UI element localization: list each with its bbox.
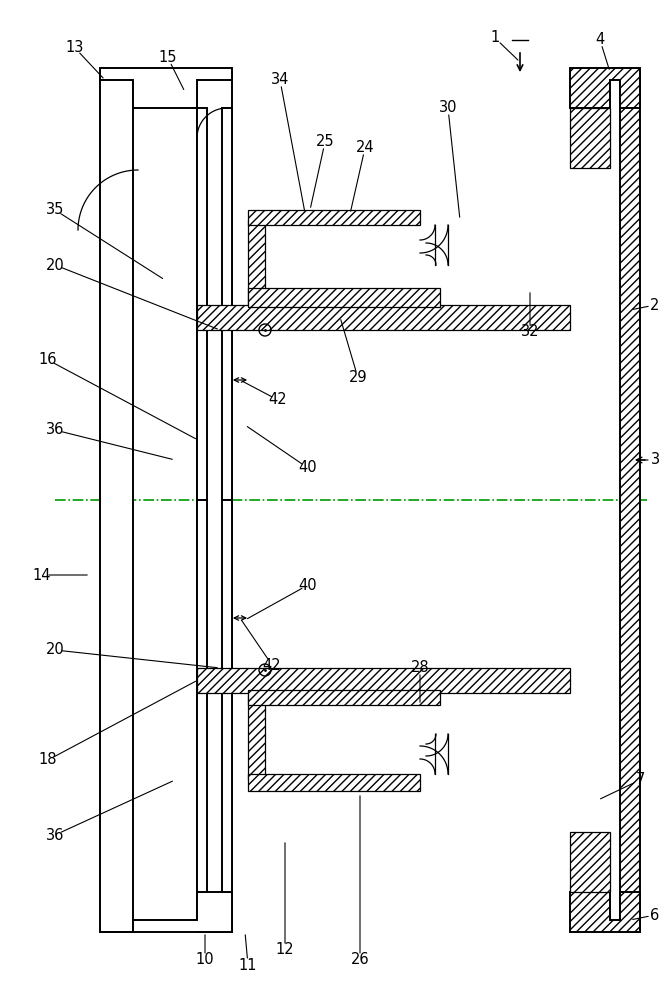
- Polygon shape: [570, 108, 610, 168]
- Text: 16: 16: [39, 353, 57, 367]
- Bar: [197, 500, 207, 892]
- Polygon shape: [248, 695, 265, 780]
- Text: 12: 12: [275, 942, 294, 958]
- Polygon shape: [570, 832, 610, 892]
- Text: 32: 32: [521, 324, 539, 340]
- Text: 40: 40: [299, 460, 317, 476]
- Text: 34: 34: [271, 73, 289, 88]
- Text: 4: 4: [596, 32, 604, 47]
- Polygon shape: [248, 220, 265, 305]
- Text: 14: 14: [33, 568, 51, 582]
- Text: 15: 15: [159, 50, 177, 66]
- Bar: [197, 73, 232, 932]
- Text: 18: 18: [39, 752, 57, 768]
- Polygon shape: [100, 68, 232, 108]
- Text: 13: 13: [66, 40, 84, 55]
- Text: 29: 29: [349, 370, 368, 385]
- Text: 42: 42: [263, 658, 281, 672]
- Text: 42: 42: [269, 392, 287, 408]
- Text: 35: 35: [46, 202, 64, 218]
- Polygon shape: [248, 774, 420, 791]
- Text: 10: 10: [195, 952, 214, 968]
- Bar: [197, 108, 207, 500]
- Polygon shape: [570, 68, 640, 108]
- Polygon shape: [248, 690, 440, 705]
- Bar: [100, 73, 133, 932]
- Text: 26: 26: [351, 952, 370, 968]
- Text: 36: 36: [46, 828, 64, 842]
- Bar: [620, 73, 640, 932]
- Text: 40: 40: [299, 578, 317, 592]
- Text: 6: 6: [650, 908, 660, 922]
- Text: 7: 7: [635, 772, 645, 788]
- Text: 20: 20: [45, 257, 65, 272]
- Polygon shape: [197, 305, 570, 330]
- Polygon shape: [570, 892, 640, 932]
- Text: 28: 28: [411, 660, 430, 676]
- Bar: [222, 500, 232, 892]
- Polygon shape: [248, 210, 420, 225]
- Text: 20: 20: [45, 643, 65, 658]
- Polygon shape: [248, 288, 440, 307]
- Polygon shape: [197, 668, 570, 693]
- Polygon shape: [100, 892, 232, 932]
- Text: 11: 11: [239, 958, 257, 972]
- Text: 30: 30: [439, 101, 458, 115]
- Bar: [222, 108, 232, 500]
- Text: 25: 25: [315, 134, 334, 149]
- Text: 3: 3: [650, 452, 660, 468]
- Text: 1: 1: [490, 30, 500, 45]
- Text: 2: 2: [650, 298, 660, 312]
- Text: 24: 24: [356, 140, 374, 155]
- Text: 36: 36: [46, 422, 64, 438]
